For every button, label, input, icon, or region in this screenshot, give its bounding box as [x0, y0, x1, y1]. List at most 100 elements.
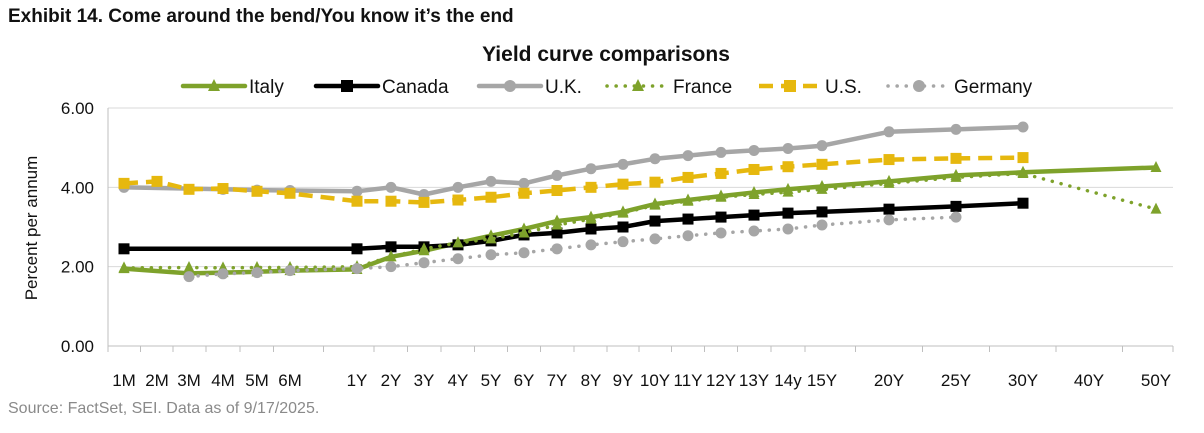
series-line-france	[122, 171, 1158, 270]
data-point-canada	[551, 227, 563, 239]
data-point-france	[551, 218, 563, 230]
data-point-canada	[1017, 197, 1029, 209]
data-point-canada	[351, 243, 363, 255]
data-point-germany	[485, 249, 497, 261]
data-point-us	[183, 183, 195, 195]
data-point-us	[251, 185, 263, 197]
x-tick-label: 4M	[211, 371, 235, 390]
data-point-france	[518, 226, 530, 238]
y-tick-label: 4.00	[61, 178, 94, 197]
data-point-us	[385, 195, 397, 207]
data-point-uk	[351, 185, 363, 197]
x-tick-label: 20Y	[874, 371, 904, 390]
data-point-germany	[682, 230, 694, 242]
data-point-france	[585, 212, 597, 224]
data-point-uk	[748, 144, 760, 156]
data-point-germany	[351, 263, 363, 275]
x-tick-label: 12Y	[706, 371, 736, 390]
data-point-us	[351, 195, 363, 207]
x-tick-label: 50Y	[1141, 371, 1171, 390]
data-point-germany	[418, 257, 430, 269]
data-point-uk	[485, 175, 497, 187]
x-tick-label: 6Y	[514, 371, 535, 390]
legend-swatch-marker	[913, 80, 925, 92]
data-point-germany	[385, 261, 397, 273]
y-tick-label: 2.00	[61, 258, 94, 277]
data-point-italy	[1150, 161, 1162, 172]
data-point-germany	[816, 219, 828, 231]
data-point-us	[452, 194, 464, 206]
data-point-france	[715, 190, 727, 202]
data-point-us	[284, 187, 296, 199]
data-point-uk	[1017, 121, 1029, 133]
data-point-us	[551, 185, 563, 197]
legend-label: Canada	[382, 77, 449, 98]
y-tick-label: 6.00	[61, 99, 94, 118]
grid	[108, 107, 1173, 268]
x-tick-label: 1M	[112, 371, 136, 390]
series-canada	[118, 197, 1029, 255]
data-point-france	[682, 194, 694, 206]
data-point-germany	[183, 271, 195, 283]
data-point-france	[1017, 166, 1029, 178]
legend-item-italy: Italy	[180, 77, 284, 98]
legend-item-canada: Canada	[313, 77, 449, 98]
legend-item-uk: U.K.	[476, 77, 582, 98]
series-germany	[183, 211, 962, 283]
legend-label: France	[673, 77, 732, 98]
data-point-germany	[518, 247, 530, 259]
series-us	[118, 152, 1029, 208]
data-point-canada	[883, 203, 895, 215]
data-point-canada	[782, 207, 794, 219]
data-point-us	[485, 191, 497, 203]
data-point-germany	[284, 265, 296, 277]
data-point-france	[418, 242, 430, 254]
series-line-italy	[121, 165, 1159, 276]
data-point-canada	[816, 206, 828, 218]
data-point-canada	[715, 211, 727, 223]
data-point-france	[385, 250, 397, 262]
x-tick-label: 2Y	[381, 371, 402, 390]
data-point-us	[715, 167, 727, 179]
data-point-us	[217, 183, 229, 195]
data-point-canada	[649, 215, 661, 227]
data-point-france	[452, 236, 464, 248]
data-point-france	[950, 170, 962, 182]
legend-swatch-marker	[784, 80, 796, 92]
legend-item-us: U.S.	[759, 77, 862, 98]
data-point-france	[883, 176, 895, 188]
series-group	[118, 121, 1162, 283]
data-point-us	[748, 163, 760, 175]
series-line-uk	[121, 124, 1026, 197]
data-point-germany	[585, 239, 597, 251]
data-point-germany	[883, 214, 895, 226]
data-point-germany	[251, 267, 263, 279]
data-point-uk	[782, 142, 794, 154]
legend-item-germany: Germany	[886, 77, 1033, 98]
data-point-germany	[452, 253, 464, 265]
data-point-uk	[385, 181, 397, 193]
data-point-uk	[518, 177, 530, 189]
data-point-uk	[816, 140, 828, 152]
x-tick-label: 11Y	[674, 371, 703, 390]
x-tick-label: 10Y	[640, 371, 670, 390]
data-point-us	[682, 171, 694, 183]
x-tick-label: 13Y	[739, 371, 769, 390]
data-point-germany	[715, 227, 727, 239]
data-point-uk	[649, 153, 661, 165]
data-point-germany	[649, 233, 661, 245]
data-point-us	[518, 187, 530, 199]
data-point-uk	[585, 163, 597, 175]
data-point-us	[118, 177, 130, 189]
x-tick-label: 5M	[245, 371, 269, 390]
x-tick-label: 6M	[278, 371, 302, 390]
x-tick-label: 14y	[774, 371, 802, 390]
data-point-canada	[585, 223, 597, 235]
x-tick-label: 4Y	[448, 371, 469, 390]
legend-swatch-marker	[504, 80, 516, 92]
legend-swatch-marker	[208, 79, 220, 91]
data-point-germany	[748, 225, 760, 237]
x-tick-label: 2M	[145, 371, 169, 390]
legend-swatch-marker	[632, 79, 644, 91]
y-axis-label: Percent per annum	[22, 156, 41, 301]
